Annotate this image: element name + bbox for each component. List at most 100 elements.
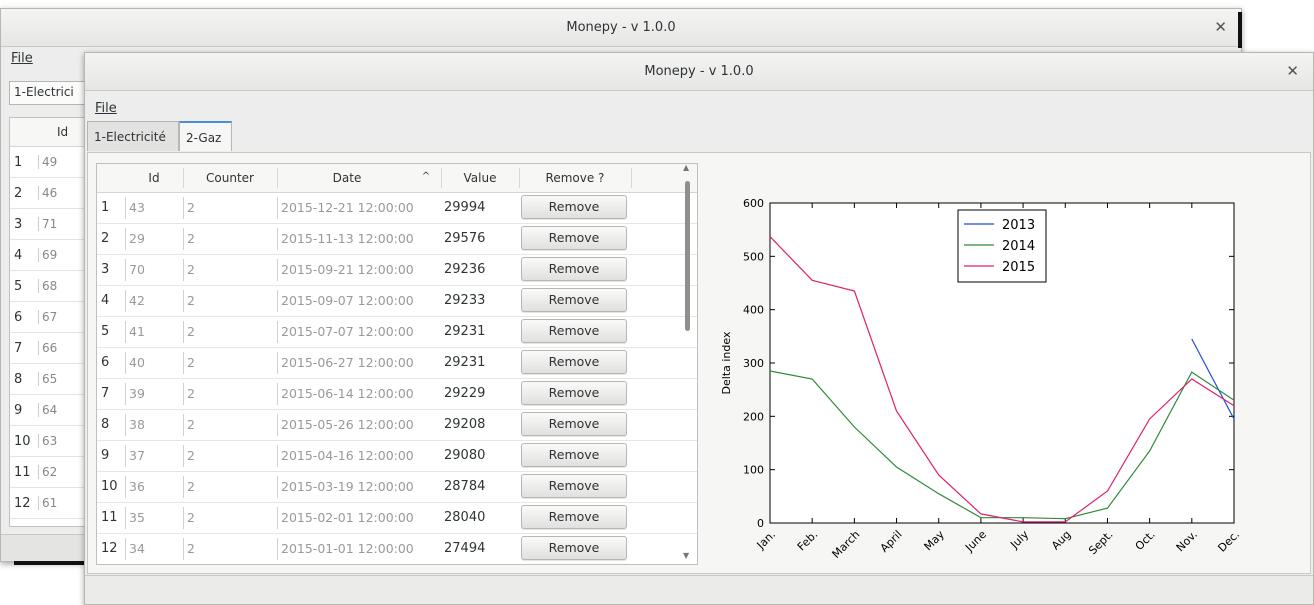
- front-window-title: Monepy - v 1.0.0: [644, 64, 754, 79]
- table-scrollbar[interactable]: ▲ ▼: [682, 163, 692, 563]
- row-id: 41: [129, 324, 145, 339]
- tab-gaz[interactable]: 2-Gaz: [179, 121, 232, 151]
- readings-table: Id Counter Date ^ Value Remove ? 1 43 2 201…: [96, 163, 698, 565]
- table-row[interactable]: 7 39 2 2015-06-14 12:00:00 29229 Remove: [97, 379, 697, 410]
- front-window-titlebar[interactable]: Monepy - v 1.0.0 ✕: [85, 53, 1313, 91]
- row-number: 10: [14, 434, 31, 449]
- row-id: 71: [38, 217, 57, 231]
- table-row[interactable]: 4 69: [10, 240, 88, 271]
- table-row[interactable]: 11 35 2 2015-02-01 12:00:00 28040 Remove: [97, 503, 697, 534]
- row-date: 2015-04-16 12:00:00: [281, 448, 414, 463]
- back-header-id[interactable]: Id: [57, 125, 69, 139]
- y-tick-label: 400: [743, 304, 764, 317]
- row-value: 29994: [444, 200, 486, 215]
- table-row[interactable]: 1 49: [10, 147, 88, 178]
- scrollbar-thumb[interactable]: [685, 181, 690, 331]
- table-row[interactable]: 2 29 2 2015-11-13 12:00:00 29576 Remove: [97, 224, 697, 255]
- front-statusbar: [85, 575, 1313, 604]
- row-id: 39: [129, 386, 145, 401]
- table-row[interactable]: 10 36 2 2015-03-19 12:00:00 28784 Remove: [97, 472, 697, 503]
- back-counter-select[interactable]: 1-Electrici: [9, 81, 89, 105]
- remove-button[interactable]: Remove: [521, 474, 627, 498]
- row-date: 2015-06-14 12:00:00: [281, 386, 414, 401]
- table-row[interactable]: 9 64: [10, 395, 88, 426]
- table-row[interactable]: 10 63: [10, 426, 88, 457]
- back-table: Id 1 49 2 46 3 71 4 69 5 68 6 67 7 66 8 65 9 64 10 63 11 62 12…: [9, 117, 89, 527]
- table-row[interactable]: 5 68: [10, 271, 88, 302]
- x-tick-label: Jan.: [754, 528, 778, 552]
- scroll-down-icon[interactable]: ▼: [683, 551, 690, 560]
- x-tick-label: April: [878, 528, 905, 555]
- row-counter: 2: [187, 262, 195, 277]
- row-id: 69: [38, 248, 57, 262]
- row-id: 63: [38, 434, 57, 448]
- table-row[interactable]: 9 37 2 2015-04-16 12:00:00 29080 Remove: [97, 441, 697, 472]
- row-number: 8: [101, 417, 110, 432]
- delta-chart-svg: 0 100 200 300 400 500 600 Jan. Feb. March April May…: [720, 197, 1242, 561]
- front-menu-file[interactable]: File: [95, 101, 117, 116]
- remove-button[interactable]: Remove: [521, 257, 627, 281]
- header-value[interactable]: Value: [463, 171, 497, 185]
- header-date[interactable]: Date: [332, 171, 362, 185]
- x-tick-label: March: [830, 528, 863, 561]
- back-menubar: File: [1, 47, 1241, 71]
- table-row[interactable]: 4 42 2 2015-09-07 12:00:00 29233 Remove: [97, 286, 697, 317]
- remove-button[interactable]: Remove: [521, 536, 627, 560]
- tab-panel: Id Counter Date ^ Value Remove ? 1 43 2 201…: [87, 152, 1311, 574]
- remove-button[interactable]: Remove: [521, 381, 627, 405]
- remove-button[interactable]: Remove: [521, 288, 627, 312]
- back-counter-select-value: 1-Electrici: [14, 85, 74, 99]
- row-counter: 2: [187, 324, 195, 339]
- row-id: 67: [38, 310, 57, 324]
- remove-button[interactable]: Remove: [521, 226, 627, 250]
- back-window-titlebar[interactable]: Monepy - v 1.0.0 ✕: [1, 9, 1241, 47]
- row-number: 4: [14, 248, 23, 263]
- table-row[interactable]: 6 67: [10, 302, 88, 333]
- row-number: 5: [14, 279, 23, 294]
- row-number: 2: [14, 186, 23, 201]
- chevron-up-icon[interactable]: ^: [421, 171, 431, 182]
- row-date: 2015-12-21 12:00:00: [281, 200, 414, 215]
- table-row[interactable]: 7 66: [10, 333, 88, 364]
- table-row[interactable]: 11 62: [10, 457, 88, 488]
- header-counter[interactable]: Counter: [206, 171, 254, 185]
- y-tick-label: 0: [757, 517, 764, 530]
- table-row[interactable]: 5 41 2 2015-07-07 12:00:00 29231 Remove: [97, 317, 697, 348]
- remove-button[interactable]: Remove: [521, 350, 627, 374]
- close-icon[interactable]: ✕: [1214, 18, 1227, 36]
- remove-button[interactable]: Remove: [521, 443, 627, 467]
- header-id[interactable]: Id: [148, 171, 160, 185]
- table-row[interactable]: 2 46: [10, 178, 88, 209]
- row-id: 62: [38, 465, 57, 479]
- table-row[interactable]: 8 65: [10, 364, 88, 395]
- table-row[interactable]: 1 43 2 2015-12-21 12:00:00 29994 Remove: [97, 193, 697, 224]
- legend-label: 2014: [1002, 239, 1035, 254]
- table-row[interactable]: 6 40 2 2015-06-27 12:00:00 29231 Remove: [97, 348, 697, 379]
- scroll-up-icon[interactable]: ▲: [683, 163, 690, 172]
- table-row[interactable]: 3 70 2 2015-09-21 12:00:00 29236 Remove: [97, 255, 697, 286]
- table-row[interactable]: 12 34 2 2015-01-01 12:00:00 27494 Remove: [97, 534, 697, 564]
- table-row[interactable]: 8 38 2 2015-05-26 12:00:00 29208 Remove: [97, 410, 697, 441]
- y-tick-label: 100: [743, 464, 764, 477]
- close-icon[interactable]: ✕: [1286, 62, 1299, 80]
- row-date: 2015-11-13 12:00:00: [281, 231, 414, 246]
- row-id: 37: [129, 448, 145, 463]
- table-row[interactable]: 12 61: [10, 488, 88, 519]
- remove-button[interactable]: Remove: [521, 319, 627, 343]
- front-window: Monepy - v 1.0.0 ✕ File 1-Electricité 2-…: [84, 52, 1314, 605]
- tab-electricite[interactable]: 1-Electricité: [87, 121, 179, 151]
- row-number: 11: [101, 510, 118, 525]
- table-row[interactable]: 3 71: [10, 209, 88, 240]
- header-remove[interactable]: Remove ?: [545, 171, 605, 185]
- row-date: 2015-09-07 12:00:00: [281, 293, 414, 308]
- row-value: 29576: [444, 231, 486, 246]
- row-counter: 2: [187, 541, 195, 556]
- row-number: 8: [14, 372, 23, 387]
- legend-label: 2013: [1002, 218, 1035, 233]
- row-number: 10: [101, 479, 118, 494]
- remove-button[interactable]: Remove: [521, 505, 627, 529]
- back-menu-file[interactable]: File: [11, 51, 33, 66]
- remove-button[interactable]: Remove: [521, 195, 627, 219]
- x-tick-label: July: [1007, 528, 1031, 552]
- remove-button[interactable]: Remove: [521, 412, 627, 436]
